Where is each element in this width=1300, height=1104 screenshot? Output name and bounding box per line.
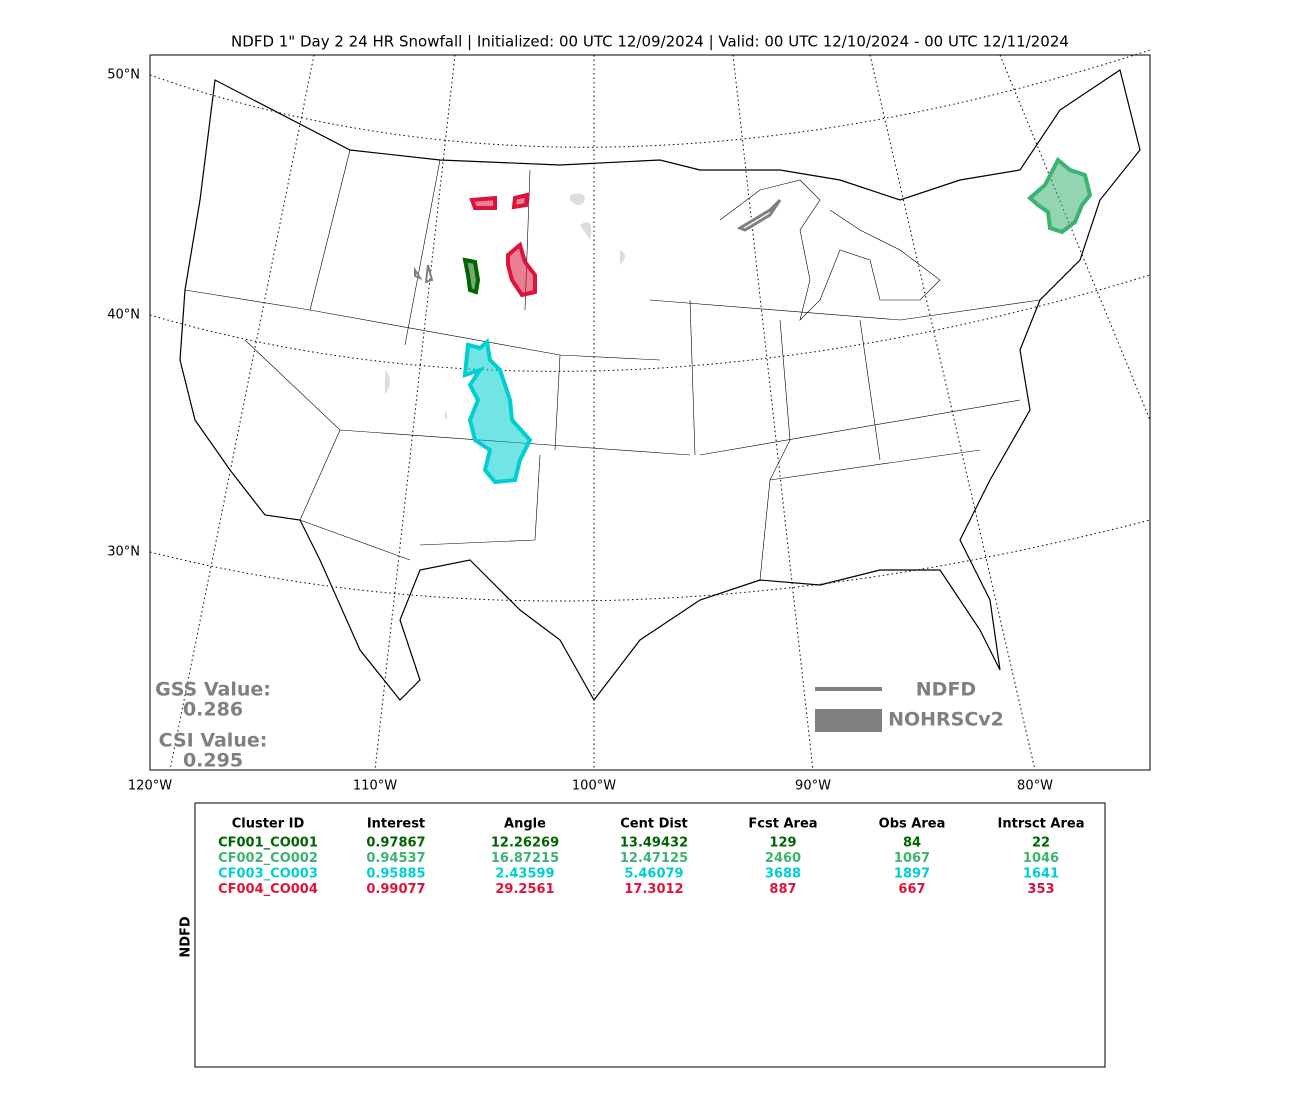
cluster	[462, 257, 481, 295]
graticule	[374, 54, 456, 771]
table-cell: 12.47125	[620, 851, 688, 866]
table-cell: 353	[1027, 882, 1054, 897]
score-label: CSI Value:	[159, 730, 268, 752]
table-cell: 887	[769, 882, 796, 897]
graticule	[149, 519, 1151, 602]
column-header: Obs Area	[879, 817, 946, 832]
coastline	[179, 69, 1141, 702]
column-header: Interest	[367, 817, 425, 832]
table-cell: 1046	[1023, 851, 1059, 866]
table-cell: CF003_CO003	[218, 867, 318, 882]
table-cell: CF002_CO002	[218, 851, 318, 866]
great-lakes	[719, 179, 941, 321]
lon-label: 120°W	[128, 779, 172, 794]
table-cell: CF001_CO001	[218, 836, 318, 851]
cluster	[469, 192, 537, 298]
table-cell: 22	[1032, 836, 1050, 851]
table-cell: 29.2561	[495, 882, 554, 897]
lat-label: 40°N	[107, 308, 140, 323]
lon-label: 110°W	[353, 779, 397, 794]
table-cell: 0.97867	[366, 836, 425, 851]
table-cell: 667	[898, 882, 925, 897]
table-cell: 13.49432	[620, 836, 688, 851]
lon-label: 80°W	[1017, 779, 1053, 794]
column-header: Fcst Area	[748, 817, 817, 832]
map	[149, 49, 1151, 771]
cluster	[462, 338, 533, 485]
map-frame	[149, 54, 1151, 771]
legend: NDFD NOHRSCv2	[815, 679, 1004, 732]
cluster	[1026, 156, 1093, 235]
table-cell: 0.95885	[366, 867, 425, 882]
table-cell: 1641	[1023, 867, 1059, 882]
graticule	[149, 274, 1151, 372]
legend-label: NOHRSCv2	[888, 709, 1004, 731]
title: NDFD 1" Day 2 24 HR Snowfall | Initializ…	[231, 33, 1069, 51]
table-cell: 16.87215	[491, 851, 559, 866]
table-cell: 17.3012	[624, 882, 683, 897]
table-cell: 12.26269	[491, 836, 559, 851]
ndfd-contour	[736, 198, 782, 232]
ndfd-contour	[414, 264, 434, 284]
legend-swatch	[815, 709, 882, 732]
table-cell: 0.99077	[366, 882, 425, 897]
graticule	[169, 54, 315, 771]
table-cell: 1897	[894, 867, 930, 882]
column-header: Cent Dist	[620, 817, 688, 832]
column-header: Angle	[504, 817, 546, 832]
side-label: NDFD	[179, 916, 194, 958]
score-value: 0.295	[183, 750, 243, 772]
table-cell: 84	[903, 836, 921, 851]
lon-label: 90°W	[795, 779, 831, 794]
score-label: GSS Value:	[155, 679, 271, 701]
graticule	[149, 49, 1151, 148]
table-cell: 1067	[894, 851, 930, 866]
state-borders	[184, 149, 1041, 581]
column-header: Intrsct Area	[998, 817, 1085, 832]
table-cell: 2.43599	[495, 867, 554, 882]
table-cell: CF004_CO004	[218, 882, 318, 897]
table-cell: 3688	[765, 867, 801, 882]
table-cell: 129	[769, 836, 796, 851]
table-cell: 0.94537	[366, 851, 425, 866]
lat-label: 30°N	[107, 545, 140, 560]
legend-label: NDFD	[916, 679, 976, 701]
table-cell: 5.46079	[624, 867, 683, 882]
lon-label: 100°W	[572, 779, 616, 794]
graticule	[869, 54, 1036, 771]
score-value: 0.286	[183, 699, 243, 721]
table-frame	[194, 802, 1106, 1068]
graticule	[999, 54, 1151, 421]
graticule	[732, 54, 814, 771]
table-cell: 2460	[765, 851, 801, 866]
table: NDFD	[179, 802, 1106, 1068]
column-header: Cluster ID	[232, 817, 305, 832]
lat-label: 50°N	[107, 68, 140, 83]
